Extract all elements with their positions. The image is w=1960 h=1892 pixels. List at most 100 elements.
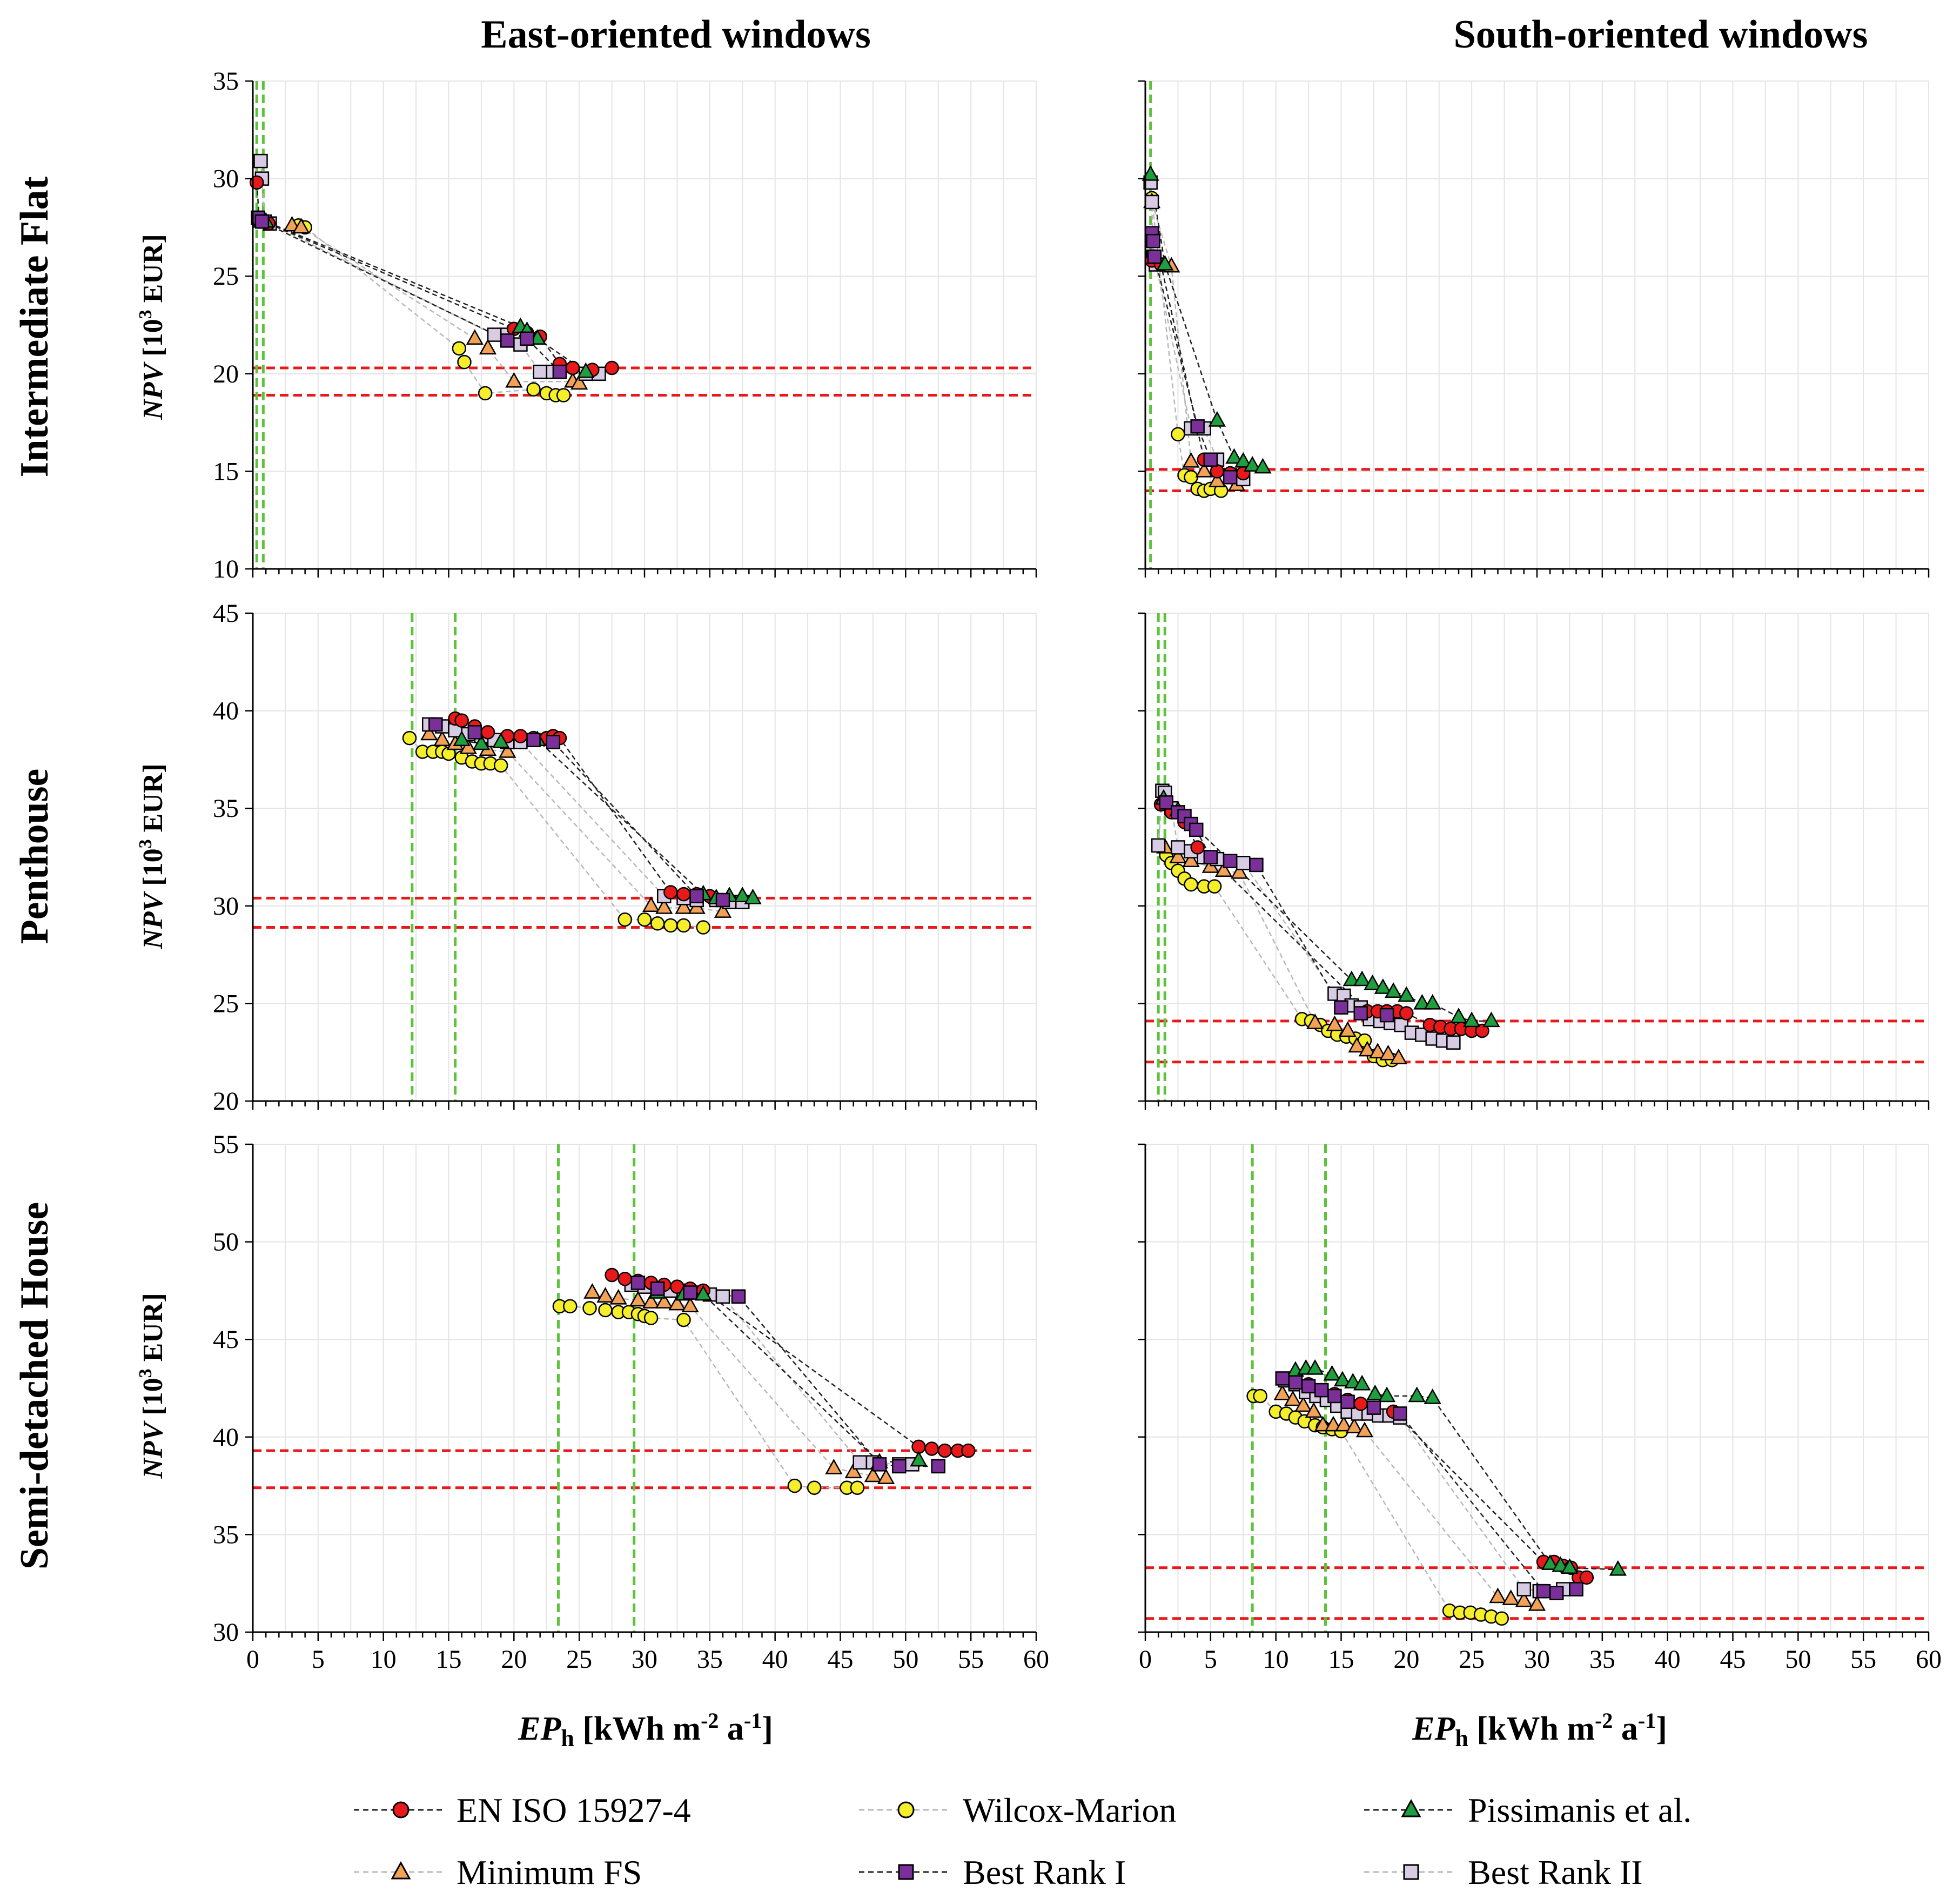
panel-r3c1-x-tick-label: 20 xyxy=(501,1645,527,1674)
panel-r2c2-point-minimum-fs xyxy=(1390,1048,1407,1064)
panel-r2c1-point-wilcox-marion xyxy=(617,912,632,927)
legend-item-wilcox-marion: Wilcox-Marion xyxy=(859,1791,1177,1829)
panel-r2c2-point-minimum-fs xyxy=(1339,1021,1357,1037)
panel-r1c1-point-en-iso-15927-4 xyxy=(605,360,619,375)
panel-r2c1-y-tick-label: 40 xyxy=(213,697,239,726)
panel-r2c1-point-en-iso-15927-4 xyxy=(663,885,678,900)
panel-r3c1-x-tick-label: 0 xyxy=(246,1645,259,1674)
panel-r3c1-point-best-rank-ii xyxy=(715,1289,730,1304)
panel-r2c1-point-minimum-fs xyxy=(642,896,660,913)
panel-r3c2-x-tick-label: 40 xyxy=(1655,1645,1681,1674)
panel-r3c1-point-en-iso-15927-4 xyxy=(961,1443,976,1458)
panel-r3c2: 0 5 10 15 20 25 30 35 40 45 50 55 60 xyxy=(1138,1143,1942,1674)
panel-r1c2-point-pissimanis-et-al xyxy=(1244,456,1261,472)
panel-r3c2-line-best-rank-ii xyxy=(1285,1379,1576,1592)
panel-r3c1-x-tick-label: 40 xyxy=(762,1645,788,1674)
panel-r3c2-point-minimum-fs xyxy=(1273,1384,1291,1400)
panel-r1c1-point-minimum-fs xyxy=(466,329,484,345)
panel-r2c2-point-minimum-fs xyxy=(1379,1044,1397,1061)
panel-r3c2-point-best-rank-i xyxy=(1314,1383,1329,1398)
panel-r3c1-x-tick-label: 45 xyxy=(828,1645,854,1674)
panel-r2c1-y-tick-label: 25 xyxy=(213,989,239,1018)
panel-r2c2-point-best-rank-ii xyxy=(1171,840,1185,855)
panel-r1c2-point-pissimanis-et-al xyxy=(1225,448,1243,464)
panel-r3c1-point-best-rank-i xyxy=(872,1457,887,1472)
panel-r3c1-y-tick-label: 40 xyxy=(213,1423,239,1452)
panel-r1c2-point-best-rank-i xyxy=(1147,249,1162,264)
legend-marker-pissimanis xyxy=(1401,1799,1421,1817)
panel-r3c2-point-pissimanis-et-al xyxy=(1333,1371,1352,1387)
panel-r3c2-point-pissimanis-et-al xyxy=(1541,1554,1559,1570)
panel-r2c2-point-en-iso-15927-4 xyxy=(1399,1006,1414,1021)
panel-r3c2-x-tick-label: 55 xyxy=(1850,1645,1876,1674)
panel-r3c2-point-minimum-fs xyxy=(1305,1402,1323,1418)
panel-r2c1-point-minimum-fs xyxy=(459,738,477,754)
panel-r3c2-point-best-rank-i xyxy=(1327,1388,1342,1404)
panel-r3c2-point-pissimanis-et-al xyxy=(1424,1388,1441,1404)
panel-r3c1-y-tick-label: 35 xyxy=(213,1520,239,1549)
panel-r2c2-point-minimum-fs xyxy=(1369,1043,1387,1058)
panel-r1c2-point-best-rank-i xyxy=(1146,233,1160,249)
panel-r2c2-point-minimum-fs xyxy=(1182,851,1200,867)
panel-r2c2-point-wilcox-marion xyxy=(1207,879,1222,894)
y-axis-label-row3: NPV [103 EUR] xyxy=(136,1293,169,1479)
panel-r2c2-point-pissimanis-et-al xyxy=(1398,986,1415,1002)
panel-r1c1-point-minimum-fs xyxy=(570,374,588,390)
panel-r2c1-point-minimum-fs xyxy=(433,730,451,747)
panel-r3c1-x-tick-label: 50 xyxy=(892,1645,918,1674)
panel-r1c2-point-pissimanis-et-al xyxy=(1234,452,1252,468)
panel-r2c1-point-en-iso-15927-4 xyxy=(454,713,469,728)
panel-r1c2 xyxy=(1138,80,1930,578)
panel-r3c2-x-tick-label: 60 xyxy=(1916,1645,1942,1674)
panel-r3c2-point-best-rank-i xyxy=(1275,1371,1290,1386)
panel-r3c1-point-minimum-fs xyxy=(609,1289,627,1305)
panel-r2c2-point-pissimanis-et-al xyxy=(1343,970,1360,987)
legend-item-minimum-fs: Minimum FS xyxy=(354,1853,642,1891)
panel-r3c1-point-en-iso-15927-4 xyxy=(937,1443,952,1458)
panel-r1c1-y-tick-label: 35 xyxy=(213,67,239,96)
panel-r3c1-x-tick-label: 25 xyxy=(566,1645,592,1674)
panel-r3c2-point-pissimanis-et-al xyxy=(1408,1386,1426,1403)
panel-r1c1-y-tick-label: 15 xyxy=(213,457,239,486)
panel-r3c1-y-tick-label: 50 xyxy=(213,1228,239,1257)
panel-r2c1: 20 25 30 35 40 45 xyxy=(213,599,1037,1116)
panel-r3c2-point-best-rank-i xyxy=(1366,1400,1381,1415)
panel-r3c2-point-wilcox-marion xyxy=(1494,1611,1509,1626)
panel-r3c1-point-minimum-fs xyxy=(655,1293,673,1309)
panel-r2c2-point-minimum-fs xyxy=(1230,863,1249,879)
panel-r3c1-point-wilcox-marion xyxy=(598,1303,613,1318)
panel-r1c1-y-tick-label: 20 xyxy=(213,360,239,388)
panel-r1c1-point-best-rank-ii xyxy=(253,153,268,169)
panel-r2c1-point-en-iso-15927-4 xyxy=(676,887,691,902)
panel-r2c2-point-best-rank-i xyxy=(1203,850,1218,864)
panel-r3c2-point-best-rank-i xyxy=(1536,1584,1551,1599)
panel-r2c2-point-best-rank-i xyxy=(1379,1008,1394,1023)
panel-r3c2-x-tick-label: 15 xyxy=(1328,1645,1354,1674)
panel-r2c1-point-pissimanis-et-al xyxy=(453,730,471,747)
panel-r3c1-point-wilcox-marion xyxy=(643,1311,659,1325)
panel-r2c1-point-en-iso-15927-4 xyxy=(513,729,528,743)
panel-r1c2-point-minimum-fs xyxy=(1182,452,1200,468)
panel-r3c1-point-wilcox-marion xyxy=(850,1480,865,1495)
panel-r2c2-point-minimum-fs xyxy=(1306,1013,1324,1029)
panel-r2c2-point-pissimanis-et-al xyxy=(1385,982,1402,998)
panel-r3c2-point-minimum-fs xyxy=(1489,1587,1507,1603)
panel-r2c1-point-wilcox-marion xyxy=(402,730,417,746)
panel-r3c2-point-minimum-fs xyxy=(1502,1589,1520,1605)
legend: EN ISO 15927-4 Wilcox-Marion Pissimanis … xyxy=(354,1791,1691,1891)
panel-r3c2-point-minimum-fs xyxy=(1294,1396,1312,1412)
panel-r3c1-point-best-rank-i xyxy=(931,1459,945,1474)
panel-r1c1-point-wilcox-marion xyxy=(452,341,467,356)
row-title-intermediate-flat: Intermediate Flat xyxy=(12,176,57,477)
panel-r3c2-x-tick-label: 10 xyxy=(1263,1645,1289,1674)
x-axis-label-east: EPh [kWh m-2 a-1] xyxy=(518,1708,773,1752)
panel-r1c1-point-best-rank-ii xyxy=(487,327,502,342)
panel-r3c2-point-pissimanis-et-al xyxy=(1609,1560,1627,1576)
panel-r3c1-point-en-iso-15927-4 xyxy=(605,1267,619,1283)
panel-r3c1-point-minimum-fs xyxy=(877,1468,895,1484)
panel-r2c1-y-tick-label: 20 xyxy=(213,1087,239,1116)
panel-r2c2-point-best-rank-ii xyxy=(1236,856,1251,870)
panel-r3c2-point-en-iso-15927-4 xyxy=(1353,1397,1368,1411)
panel-r3c1-point-minimum-fs xyxy=(844,1462,862,1479)
